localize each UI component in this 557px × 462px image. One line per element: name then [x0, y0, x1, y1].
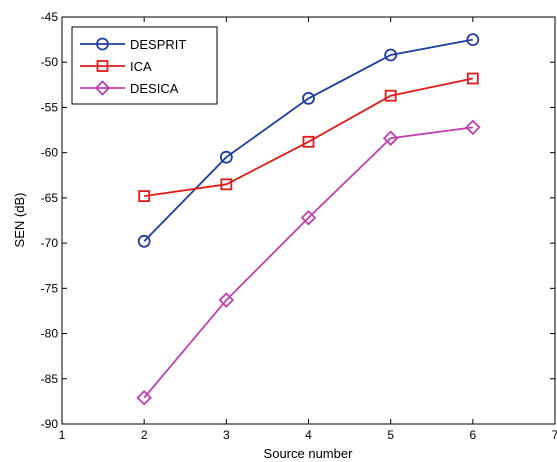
desprit-point [466, 33, 480, 47]
desprit-point [219, 150, 233, 164]
x-axis: 1 2 3 4 5 6 7 [59, 17, 557, 442]
x-tick-label: 5 [387, 428, 394, 442]
x-tick-label: 4 [305, 428, 312, 442]
desprit-point [384, 48, 398, 62]
y-tick-label: -80 [41, 327, 59, 341]
desica-line [143, 126, 473, 399]
ica-legend-point [96, 60, 109, 72]
desica-point [136, 389, 152, 406]
ica-point [220, 178, 233, 191]
x-tick-label: 7 [552, 428, 557, 442]
desica-point [465, 119, 481, 136]
desprit-series [137, 33, 480, 248]
desica-point [218, 292, 235, 308]
y-tick-label: -75 [41, 281, 59, 295]
y-tick-label: -45 [41, 10, 59, 24]
ica-point [466, 72, 479, 85]
y-tick-label: -65 [41, 191, 59, 205]
x-tick-label: 3 [223, 428, 230, 442]
y-tick-label: -60 [41, 146, 59, 160]
ica-point [302, 135, 315, 148]
desprit-line [143, 38, 473, 242]
ica-legend-label: ICA [130, 59, 152, 74]
desica-point [382, 130, 399, 146]
y-tick-label: -85 [41, 372, 59, 386]
ica-line [144, 77, 474, 197]
y-tick-label: -50 [41, 55, 59, 69]
ica-point [138, 190, 151, 202]
ica-series [138, 72, 479, 202]
legend: DESPRIT ICA DESICA [71, 26, 218, 105]
y-tick-label: -90 [41, 417, 59, 431]
desica-legend-label: DESICA [130, 81, 179, 96]
ica-point [384, 89, 397, 102]
desica-series [136, 119, 481, 406]
series-layer [136, 33, 481, 406]
y-tick-label: -55 [41, 100, 59, 114]
y-axis-label: SEN (dB) [12, 193, 27, 248]
x-tick-label: 6 [469, 428, 476, 442]
y-axis: -45 -50 -55 -60 -65 -70 -75 -80 -85 -90 [41, 10, 555, 431]
x-tick-label: 2 [141, 428, 148, 442]
desprit-point [137, 234, 151, 248]
x-axis-label: Source number [264, 446, 354, 461]
desica-point [300, 210, 317, 226]
desica-legend-point [94, 80, 111, 96]
desprit-point [302, 92, 315, 105]
x-tick-label: 1 [59, 428, 66, 442]
desprit-legend-point [96, 37, 109, 51]
desprit-legend-label: DESPRIT [130, 37, 186, 52]
y-tick-label: -70 [41, 236, 59, 250]
